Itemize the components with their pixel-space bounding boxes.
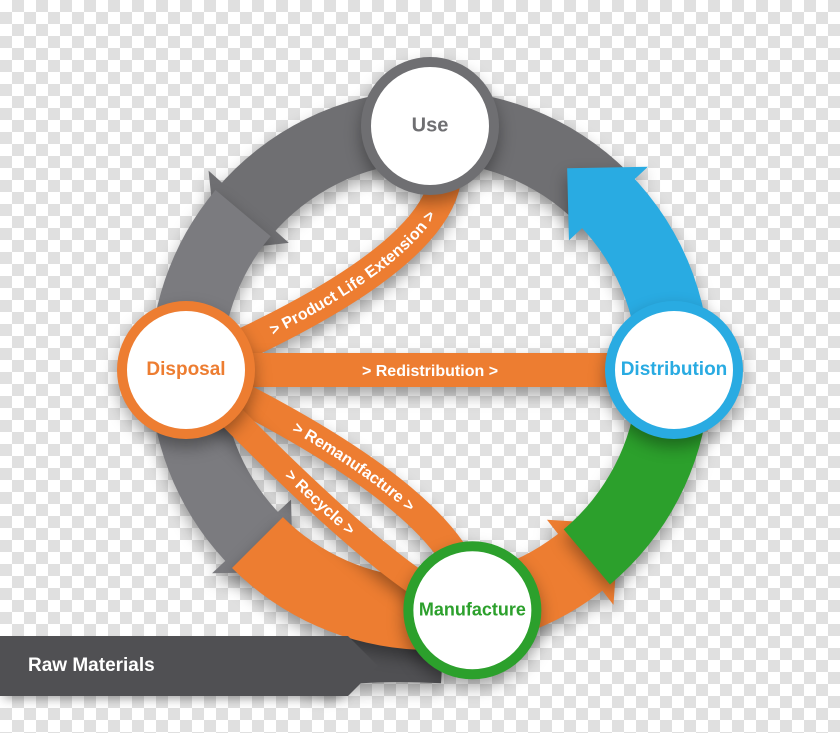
node-label-use: Use (412, 115, 449, 138)
node-label-distribution: Distribution (621, 359, 728, 381)
node-label-manufacture: Manufacture (419, 600, 526, 621)
inner-path-label-redistribution: > Redistribution > (362, 363, 498, 380)
raw-materials-ribbon: Raw Materials (0, 636, 348, 696)
raw-materials-label: Raw Materials (28, 655, 155, 677)
node-label-disposal: Disposal (146, 359, 225, 381)
